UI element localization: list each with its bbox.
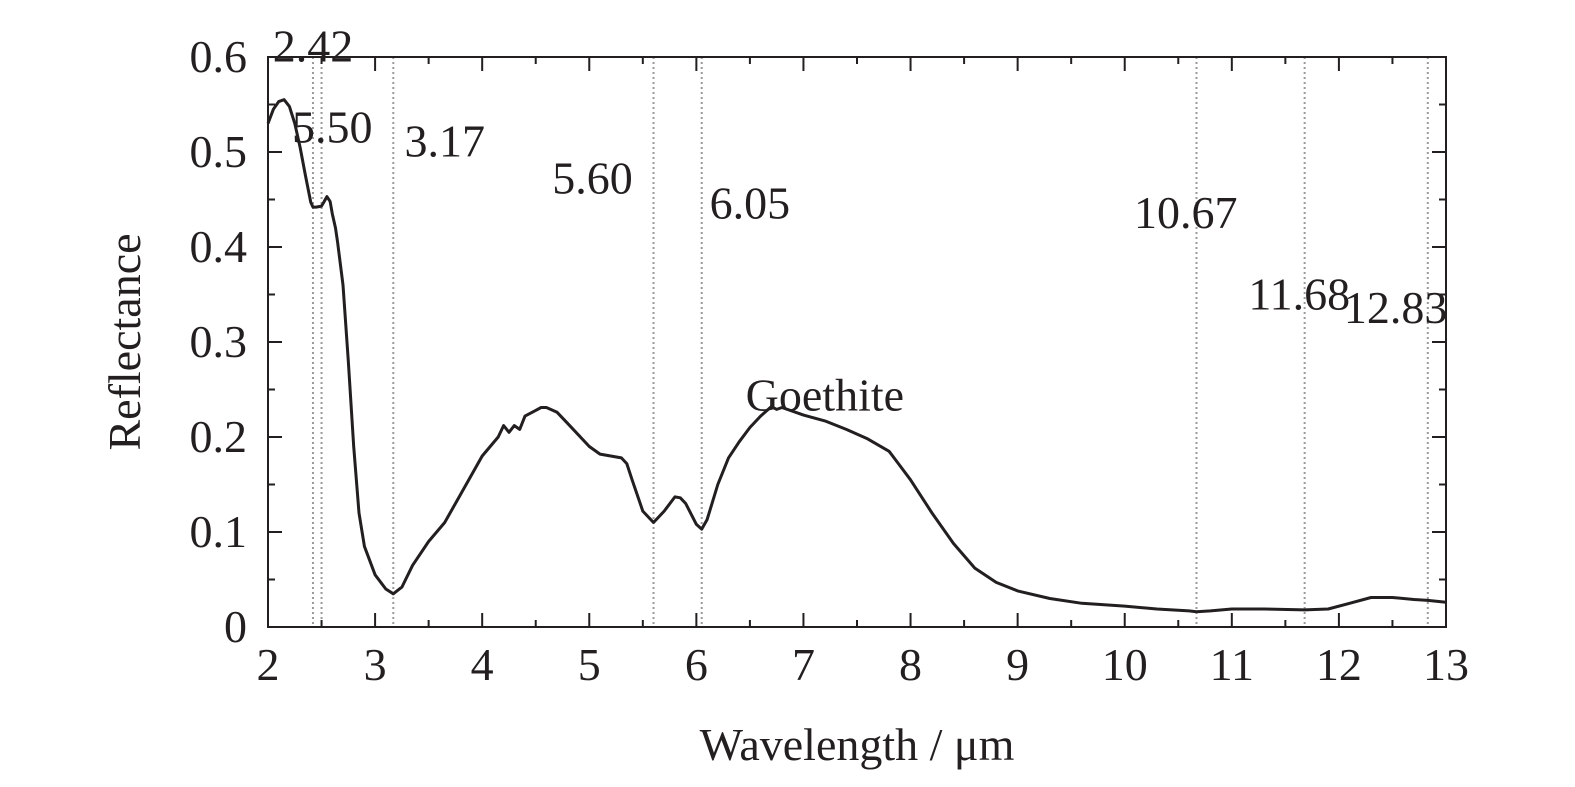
marker-label-6: 11.68	[1248, 269, 1350, 320]
y-axis: 0 0.1 0.2 0.3 0.4 0.5 0.6	[190, 31, 1446, 652]
marker-label-4: 6.05	[710, 177, 791, 228]
marker-label-2: 3.17	[404, 116, 485, 167]
marker-label-0: 2.42	[273, 21, 354, 72]
x-tick-label-12: 12	[1316, 639, 1362, 690]
y-tick-label-2: 0.2	[190, 411, 248, 462]
y-tick-label-5: 0.5	[190, 126, 248, 177]
y-tick-label-1: 0.1	[190, 506, 248, 557]
x-tick-label-2: 2	[257, 639, 280, 690]
x-tick-label-8: 8	[899, 639, 922, 690]
x-axis-title: Wavelength / μm	[700, 719, 1015, 770]
x-tick-label-9: 9	[1006, 639, 1029, 690]
x-tick-label-13: 13	[1423, 639, 1469, 690]
y-axis-title: Reflectance	[99, 233, 150, 450]
wavelength-marker-lines	[311, 57, 1429, 627]
x-tick-label-5: 5	[578, 639, 601, 690]
marker-label-3: 5.60	[552, 153, 633, 204]
marker-label-5: 10.67	[1134, 187, 1238, 238]
y-tick-label-3: 0.3	[190, 316, 248, 367]
x-axis: 2 3 4 5 6 7 8 9 10 11 12 13	[257, 57, 1469, 690]
y-tick-label-6: 0.6	[190, 31, 248, 82]
x-tick-label-4: 4	[471, 639, 494, 690]
y-tick-label-4: 0.4	[190, 221, 248, 272]
x-tick-label-11: 11	[1210, 639, 1254, 690]
marker-label-7: 12.83	[1344, 282, 1448, 333]
x-tick-label-10: 10	[1102, 639, 1148, 690]
x-tick-label-3: 3	[364, 639, 387, 690]
x-tick-label-6: 6	[685, 639, 708, 690]
series-label-goethite: Goethite	[746, 369, 904, 420]
goethite-spectrum-line	[266, 98, 1447, 614]
y-tick-label-0: 0	[224, 601, 247, 652]
marker-label-1: 5.50	[292, 101, 373, 152]
x-tick-label-7: 7	[792, 639, 815, 690]
